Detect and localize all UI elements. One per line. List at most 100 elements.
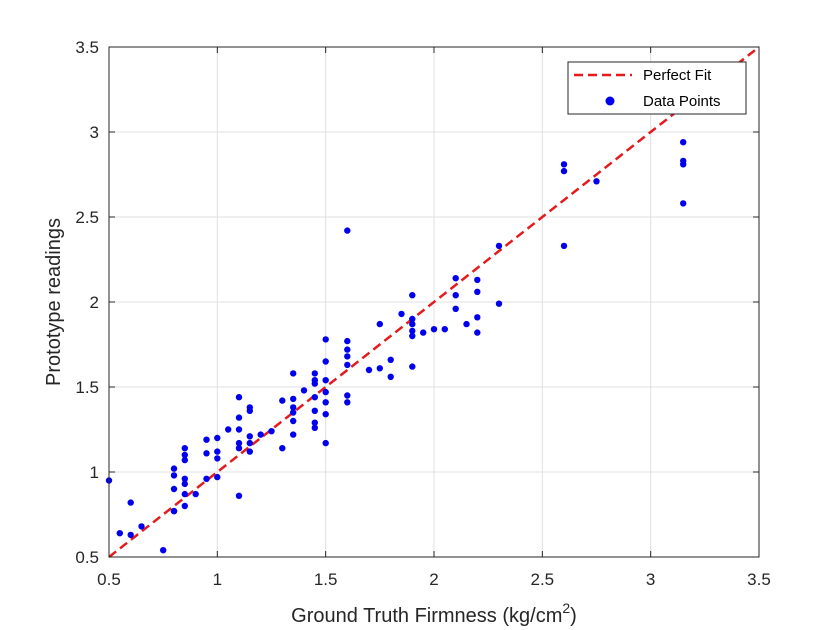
y-tick-label: 2.5	[75, 208, 99, 227]
y-tick-label: 1.5	[75, 378, 99, 397]
y-tick-label: 3.5	[75, 38, 99, 57]
data-point	[290, 370, 297, 377]
data-point	[593, 178, 600, 185]
data-point	[268, 428, 275, 435]
fit-line-layer	[108, 46, 760, 558]
data-point	[495, 300, 503, 307]
data-point	[560, 242, 568, 250]
data-point	[225, 426, 232, 433]
data-point	[311, 380, 318, 387]
data-point	[322, 336, 329, 343]
data-point	[235, 445, 243, 452]
y-tick-label: 3	[90, 123, 99, 142]
x-tick-label: 0.5	[97, 570, 121, 589]
data-point	[430, 326, 438, 333]
data-point	[170, 485, 178, 493]
data-point	[181, 502, 188, 510]
data-point	[311, 419, 318, 426]
data-point	[560, 161, 568, 168]
x-tick-label: 3.5	[747, 570, 771, 589]
data-point	[344, 337, 351, 345]
data-point	[495, 242, 503, 250]
data-point	[474, 288, 481, 295]
data-point	[344, 353, 351, 360]
data-point	[160, 547, 167, 554]
y-axis-label: Prototype readings	[43, 218, 65, 386]
data-point	[420, 329, 427, 336]
data-point	[322, 399, 329, 406]
data-point	[300, 387, 308, 394]
data-point	[409, 292, 416, 299]
data-point	[246, 407, 253, 414]
ticks	[108, 46, 760, 558]
data-point	[311, 370, 318, 377]
legend: Perfect Fit Data Points	[567, 61, 747, 115]
legend-box	[567, 61, 747, 115]
data-point	[387, 373, 394, 380]
perfect-fit-line	[108, 46, 760, 558]
data-point	[116, 530, 124, 537]
data-point	[279, 445, 286, 452]
x-axis-label-main: Ground Truth Firmness (kg/cm	[291, 605, 562, 627]
data-point	[181, 475, 188, 482]
data-point	[322, 377, 329, 384]
data-point	[409, 363, 416, 370]
x-axis-label-suffix: )	[570, 605, 577, 627]
data-point	[387, 356, 394, 363]
data-point	[409, 332, 416, 340]
y-tick-label: 1	[90, 463, 99, 482]
legend-points-swatch	[605, 96, 615, 106]
y-tick-label: 2	[90, 293, 99, 312]
data-point	[409, 315, 416, 323]
data-point	[311, 394, 318, 401]
data-point	[235, 426, 243, 433]
data-point	[376, 365, 383, 372]
data-point	[257, 431, 264, 438]
data-point	[181, 445, 188, 452]
data-point	[452, 275, 459, 282]
y-tick-label: 0.5	[75, 548, 99, 567]
data-point	[279, 397, 286, 404]
data-point	[181, 451, 188, 459]
data-point	[376, 320, 383, 328]
x-tick-labels: 0.5 1 1.5 2 2.5 3 3.5	[97, 570, 771, 589]
data-point	[311, 424, 318, 431]
legend-points-label: Data Points	[643, 93, 721, 110]
data-point	[235, 492, 243, 499]
data-point	[290, 409, 297, 416]
data-point	[214, 473, 221, 481]
data-point	[170, 507, 178, 515]
data-point	[203, 450, 210, 457]
data-point	[322, 411, 329, 418]
x-tick-label: 2	[429, 570, 438, 589]
data-point	[322, 388, 329, 396]
data-point	[474, 329, 481, 336]
data-point	[203, 436, 210, 443]
data-point	[214, 455, 221, 462]
data-point	[192, 490, 199, 498]
x-axis-label: Ground Truth Firmness (kg/cm2)	[291, 600, 577, 627]
data-point	[235, 414, 243, 421]
data-point	[290, 395, 297, 403]
data-point	[127, 499, 134, 506]
data-point	[127, 531, 134, 539]
data-point	[344, 392, 351, 399]
data-point	[170, 465, 178, 472]
data-points-layer	[105, 139, 687, 554]
data-point	[214, 448, 221, 455]
data-point	[181, 490, 188, 498]
y-tick-labels: 0.5 1 1.5 2 2.5 3 3.5	[75, 38, 99, 567]
data-point	[290, 404, 297, 411]
data-point	[235, 394, 243, 401]
x-tick-label: 1	[213, 570, 222, 589]
data-point	[322, 358, 329, 365]
x-tick-label: 2.5	[531, 570, 555, 589]
data-point	[441, 326, 448, 333]
data-point	[452, 305, 459, 312]
x-tick-label: 3	[646, 570, 655, 589]
data-point	[170, 472, 178, 479]
legend-fit-label: Perfect Fit	[643, 67, 712, 84]
data-point	[344, 346, 351, 353]
data-point	[290, 431, 297, 438]
